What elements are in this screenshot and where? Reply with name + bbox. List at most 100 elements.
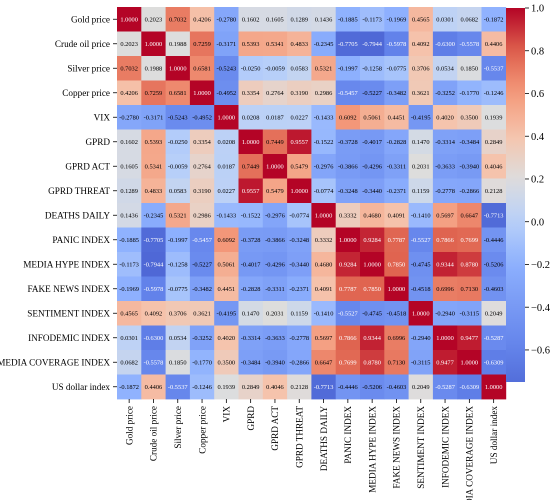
y-tick-label: Crude oil price	[55, 39, 110, 49]
cell-value-label: 0.1470	[412, 139, 430, 146]
heatmap-cell	[360, 105, 385, 130]
cell-value-label: -0.2371	[289, 286, 309, 293]
cell-value-label: -0.4518	[387, 310, 407, 317]
heatmap-cell	[481, 350, 507, 375]
cell-value-label: 0.4091	[388, 212, 406, 219]
cell-value-label: 1.0000	[461, 359, 479, 366]
heatmap-cell	[335, 301, 361, 326]
heatmap-cell	[481, 31, 507, 57]
cell-value-label: 0.2128	[290, 384, 308, 391]
cell-value-label: 0.5479	[266, 188, 284, 195]
heatmap-cell	[117, 80, 142, 106]
heatmap-cell	[287, 374, 312, 400]
heatmap-cell	[189, 350, 215, 375]
cell-value-label: -0.1997	[338, 65, 359, 72]
heatmap-cell	[457, 31, 482, 57]
cell-value-label: -0.3484	[459, 139, 480, 146]
heatmap-cell	[481, 203, 507, 228]
heatmap-cell	[214, 154, 239, 179]
cell-value-label: -0.3115	[411, 359, 430, 366]
cell-value-label: 0.2986	[193, 212, 211, 219]
heatmap-cell	[214, 31, 239, 57]
heatmap-cell	[311, 56, 337, 81]
heatmap-cell	[311, 129, 337, 155]
heatmap-cell	[311, 178, 337, 204]
cell-value-label: -0.0774	[289, 212, 310, 219]
heatmap-cell	[384, 301, 409, 326]
heatmap-cell	[432, 80, 458, 106]
heatmap-cell	[262, 227, 288, 253]
heatmap-cell	[189, 276, 215, 302]
heatmap-cell	[117, 56, 142, 81]
cell-value-label: 0.7259	[193, 41, 211, 48]
cell-value-label: 0.9477	[461, 335, 479, 342]
heatmap-cell	[214, 301, 239, 326]
cell-value-label: 0.3706	[169, 310, 187, 317]
cell-value-label: 0.7787	[339, 286, 357, 293]
heatmap-cell	[262, 203, 288, 228]
heatmap-cell	[214, 203, 239, 228]
heatmap-cell	[335, 203, 361, 228]
cell-value-label: 0.1289	[120, 188, 138, 195]
cell-value-label: 0.3706	[412, 65, 430, 72]
x-tick-label: US dollar index	[489, 406, 499, 465]
cell-value-label: 0.3621	[412, 90, 430, 97]
heatmap-cell	[141, 56, 166, 81]
cell-value-label: 0.4091	[315, 286, 333, 293]
heatmap-cell	[287, 178, 312, 204]
heatmap-cell	[335, 7, 361, 32]
heatmap-cell	[189, 325, 215, 351]
heatmap-cell	[384, 56, 409, 81]
cell-value-label: 0.1159	[412, 188, 429, 195]
heatmap-cell	[311, 80, 337, 106]
heatmap-cell	[141, 105, 166, 130]
heatmap-cell	[360, 374, 385, 400]
heatmap-cell	[335, 80, 361, 106]
heatmap-cell	[457, 350, 482, 375]
cell-value-label: -0.1885	[119, 237, 139, 244]
cell-value-label: 0.4833	[145, 188, 163, 195]
heatmap-cell	[141, 276, 166, 302]
cell-value-label: -0.2828	[241, 286, 261, 293]
cell-value-label: -0.3314	[241, 335, 262, 342]
cell-value-label: 0.4406	[145, 384, 163, 391]
heatmap-cell	[311, 203, 337, 228]
cell-value-label: 0.9344	[363, 335, 381, 342]
heatmap-cell	[165, 227, 191, 253]
heatmap-cell	[214, 56, 239, 81]
cell-value-label: -0.3484	[241, 359, 262, 366]
heatmap-cell	[384, 325, 409, 351]
heatmap-cell	[214, 7, 239, 32]
cell-value-label: 0.7449	[242, 163, 260, 170]
colorbar-tick-label: 0.6	[531, 89, 544, 100]
cell-value-label: -0.3248	[338, 188, 358, 195]
heatmap-cell	[481, 154, 507, 179]
cell-value-label: 0.3500	[461, 114, 479, 121]
heatmap-cell	[165, 129, 191, 155]
heatmap-cell	[432, 129, 458, 155]
heatmap-cell	[457, 301, 482, 326]
cell-value-label: 0.4046	[485, 163, 503, 170]
heatmap-cell	[238, 276, 264, 302]
heatmap-cell	[384, 227, 409, 253]
heatmap-cell	[141, 374, 166, 400]
heatmap-cell	[214, 105, 239, 130]
x-tick-label: GPRD THREAT	[294, 406, 304, 468]
heatmap-cell	[335, 276, 361, 302]
heatmap-cell	[141, 31, 166, 57]
heatmap-cell	[408, 7, 434, 32]
heatmap-cell	[360, 129, 385, 155]
cell-value-label: -0.0775	[387, 65, 407, 72]
heatmap-cell	[189, 80, 215, 106]
cell-value-label: 0.2986	[315, 90, 333, 97]
heatmap-cell	[165, 154, 191, 179]
y-tick-label: SENTIMENT INDEX	[27, 308, 110, 318]
cell-value-label: 0.4680	[363, 212, 381, 219]
cell-value-label: 0.0187	[218, 163, 236, 170]
cell-value-label: -0.1173	[362, 16, 381, 23]
heatmap-cell	[189, 227, 215, 253]
cell-value-label: -0.3248	[289, 237, 309, 244]
cell-value-label: 0.2023	[120, 41, 138, 48]
heatmap-cell	[432, 203, 458, 228]
cell-value-label: 0.1436	[120, 212, 138, 219]
